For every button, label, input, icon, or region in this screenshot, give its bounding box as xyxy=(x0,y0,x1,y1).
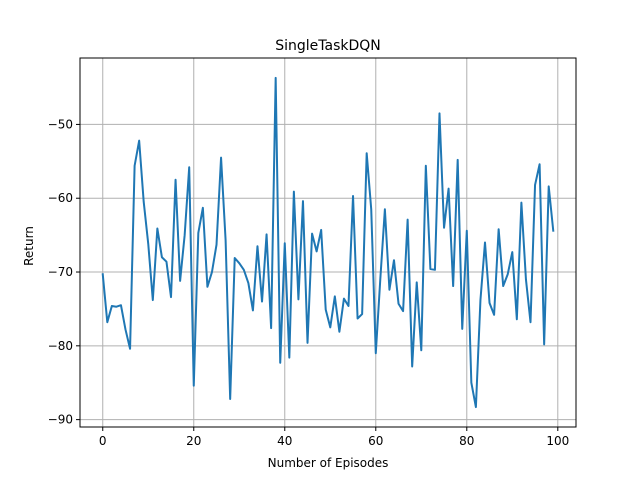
x-tick-label: 100 xyxy=(546,434,569,448)
y-axis-label: Return xyxy=(22,226,36,266)
series-layer xyxy=(101,76,555,409)
y-tick-label: −50 xyxy=(48,117,73,131)
x-axis-label: Number of Episodes xyxy=(268,456,389,470)
axis-ticks: 0 20 40 60 80 100 −90 −80 −70 −60 −50 xyxy=(48,117,570,448)
x-tick-label: 0 xyxy=(99,434,107,448)
x-tick-label: 20 xyxy=(186,434,201,448)
y-tick-label: −80 xyxy=(48,339,73,353)
chart-title: SingleTaskDQN xyxy=(275,38,381,54)
y-tick-label: −60 xyxy=(48,191,73,205)
x-tick-label: 80 xyxy=(459,434,474,448)
x-tick-label: 40 xyxy=(277,434,292,448)
y-tick-label: −70 xyxy=(48,265,73,279)
series-line xyxy=(101,76,555,409)
x-tick-label: 60 xyxy=(368,434,383,448)
y-tick-label: −90 xyxy=(48,413,73,427)
plot-area-frame xyxy=(79,57,577,428)
